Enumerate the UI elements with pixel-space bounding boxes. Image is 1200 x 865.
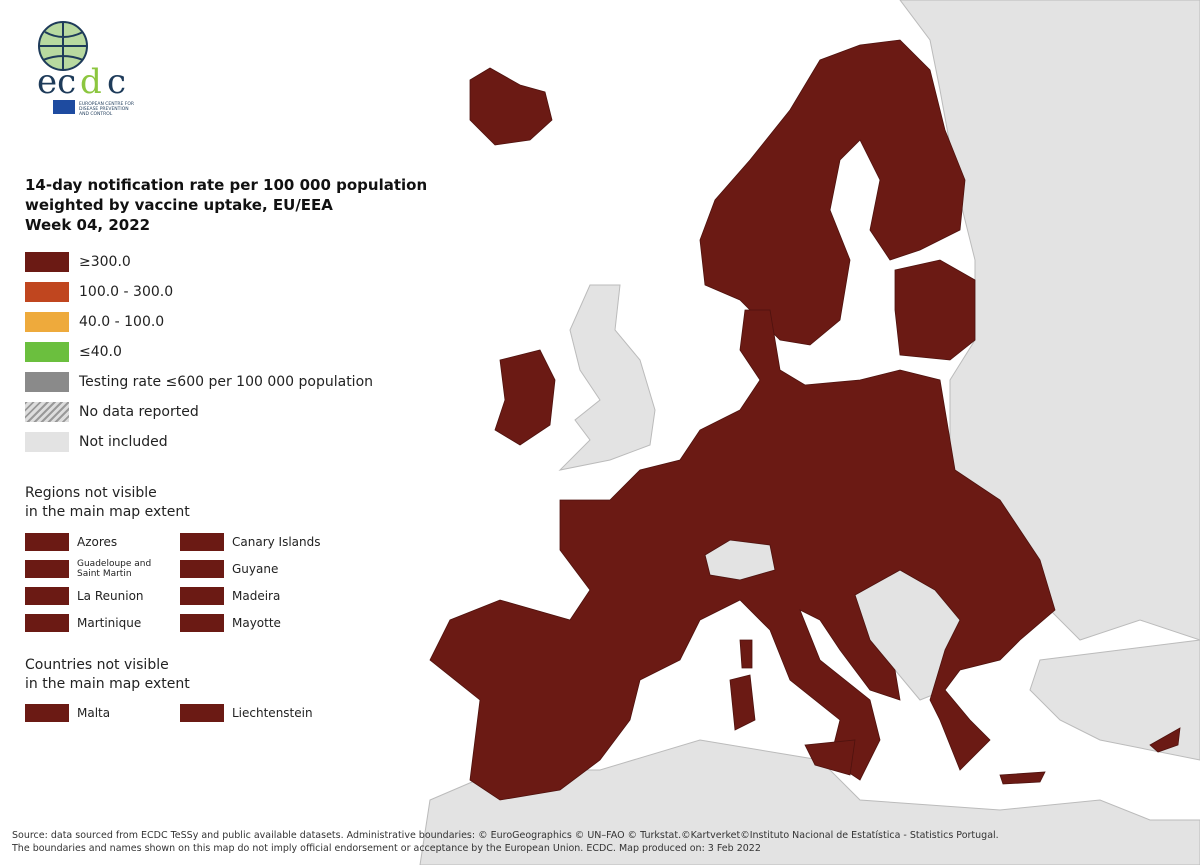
- region-label: Guadeloupe and Saint Martin: [77, 559, 152, 579]
- title-line-1: 14-day notification rate per 100 000 pop…: [25, 176, 428, 194]
- ireland: [494, 349, 556, 446]
- legend: ≥300.0 100.0 - 300.0 40.0 - 100.0 ≤40.0 Test…: [25, 247, 373, 457]
- region-swatch: [25, 614, 69, 632]
- legend-swatch: [25, 282, 69, 302]
- regions-heading-2: in the main map extent: [25, 504, 190, 520]
- legend-label: Testing rate ≤600 per 100 000 population: [79, 374, 374, 390]
- svg-text:ec: ec: [37, 62, 76, 102]
- legend-label: ≤40.0: [79, 344, 122, 360]
- title-line-2: weighted by vaccine uptake, EU/EEA: [25, 196, 333, 214]
- region-label: La Reunion: [77, 589, 144, 603]
- footer-line-2: The boundaries and names shown on this m…: [12, 843, 761, 854]
- legend-item: Not included: [25, 427, 373, 457]
- region-label: Madeira: [232, 589, 281, 603]
- region-label: Azores: [77, 535, 118, 549]
- region-swatch: [25, 704, 69, 722]
- regions-heading: Regions not visible in the main map exte…: [25, 484, 190, 522]
- legend-label: No data reported: [79, 404, 199, 420]
- legend-label: 100.0 - 300.0: [79, 284, 174, 300]
- region-label: Guyane: [232, 562, 279, 576]
- region-swatch: [180, 587, 224, 605]
- scandinavia: [699, 39, 966, 346]
- region-label: Liechtenstein: [232, 706, 313, 720]
- legend-item: ≤40.0: [25, 337, 373, 367]
- region-item: Malta: [25, 703, 180, 723]
- sardinia: [729, 674, 756, 731]
- not-included-turkey: [1029, 639, 1200, 761]
- corsica: [739, 639, 753, 669]
- legend-item: 100.0 - 300.0: [25, 277, 373, 307]
- legend-swatch: [25, 432, 69, 452]
- region-swatch: [180, 704, 224, 722]
- svg-text:d: d: [80, 62, 102, 102]
- countries-list: Malta Liechtenstein: [25, 703, 340, 723]
- legend-label: 40.0 - 100.0: [79, 314, 165, 330]
- region-swatch: [180, 560, 224, 578]
- legend-swatch: [25, 312, 69, 332]
- legend-item: ≥300.0: [25, 247, 373, 277]
- baltics: [894, 259, 976, 361]
- region-item: Guyane: [180, 559, 340, 579]
- legend-label: Not included: [79, 434, 168, 450]
- legend-swatch: [25, 402, 69, 422]
- sicily: [804, 739, 856, 776]
- iceland: [469, 67, 553, 146]
- svg-text:DISEASE PREVENTION: DISEASE PREVENTION: [79, 106, 129, 112]
- countries-heading-2: in the main map extent: [25, 676, 190, 692]
- region-swatch: [25, 533, 69, 551]
- footer-line-1: Source: data sourced from ECDC TeSSy and…: [12, 830, 999, 841]
- region-label: Malta: [77, 706, 111, 720]
- legend-item: 40.0 - 100.0: [25, 307, 373, 337]
- region-label: Martinique: [77, 616, 142, 630]
- region-item: Mayotte: [180, 613, 340, 633]
- svg-text:c: c: [107, 62, 126, 102]
- svg-text:AND CONTROL: AND CONTROL: [79, 111, 113, 117]
- not-included-uk: [558, 284, 656, 471]
- countries-heading: Countries not visible in the main map ex…: [25, 656, 190, 694]
- svg-text:EUROPEAN CENTRE FOR: EUROPEAN CENTRE FOR: [79, 101, 134, 107]
- countries-heading-1: Countries not visible: [25, 657, 169, 673]
- cyprus: [1149, 727, 1181, 753]
- map-title: 14-day notification rate per 100 000 pop…: [25, 175, 427, 235]
- region-item: Canary Islands: [180, 532, 340, 552]
- region-item: Martinique: [25, 613, 180, 633]
- region-item: Guadeloupe and Saint Martin: [25, 559, 180, 579]
- region-item: Azores: [25, 532, 180, 552]
- region-swatch: [180, 614, 224, 632]
- region-item: Madeira: [180, 586, 340, 606]
- legend-swatch: [25, 342, 69, 362]
- region-label: Canary Islands: [232, 535, 321, 549]
- legend-swatch: [25, 372, 69, 392]
- region-swatch: [180, 533, 224, 551]
- title-week: Week 04, 2022: [25, 216, 151, 234]
- legend-item: Testing rate ≤600 per 100 000 population: [25, 367, 373, 397]
- legend-swatch: [25, 252, 69, 272]
- region-item: Liechtenstein: [180, 703, 340, 723]
- legend-label: ≥300.0: [79, 254, 131, 270]
- crete: [999, 771, 1046, 785]
- mainland-europe: [429, 309, 1056, 801]
- legend-item: No data reported: [25, 397, 373, 427]
- region-label: Mayotte: [232, 616, 281, 630]
- region-swatch: [25, 587, 69, 605]
- regions-list: Azores Canary Islands Guadeloupe and Saint…: [25, 532, 340, 633]
- region-swatch: [25, 560, 69, 578]
- footer-source: Source: data sourced from ECDC TeSSy and…: [12, 829, 999, 855]
- region-item: La Reunion: [25, 586, 180, 606]
- regions-heading-1: Regions not visible: [25, 485, 157, 501]
- ecdc-logo: ec d c EUROPEAN CENTRE FOR DISEASE PREVE…: [25, 18, 145, 122]
